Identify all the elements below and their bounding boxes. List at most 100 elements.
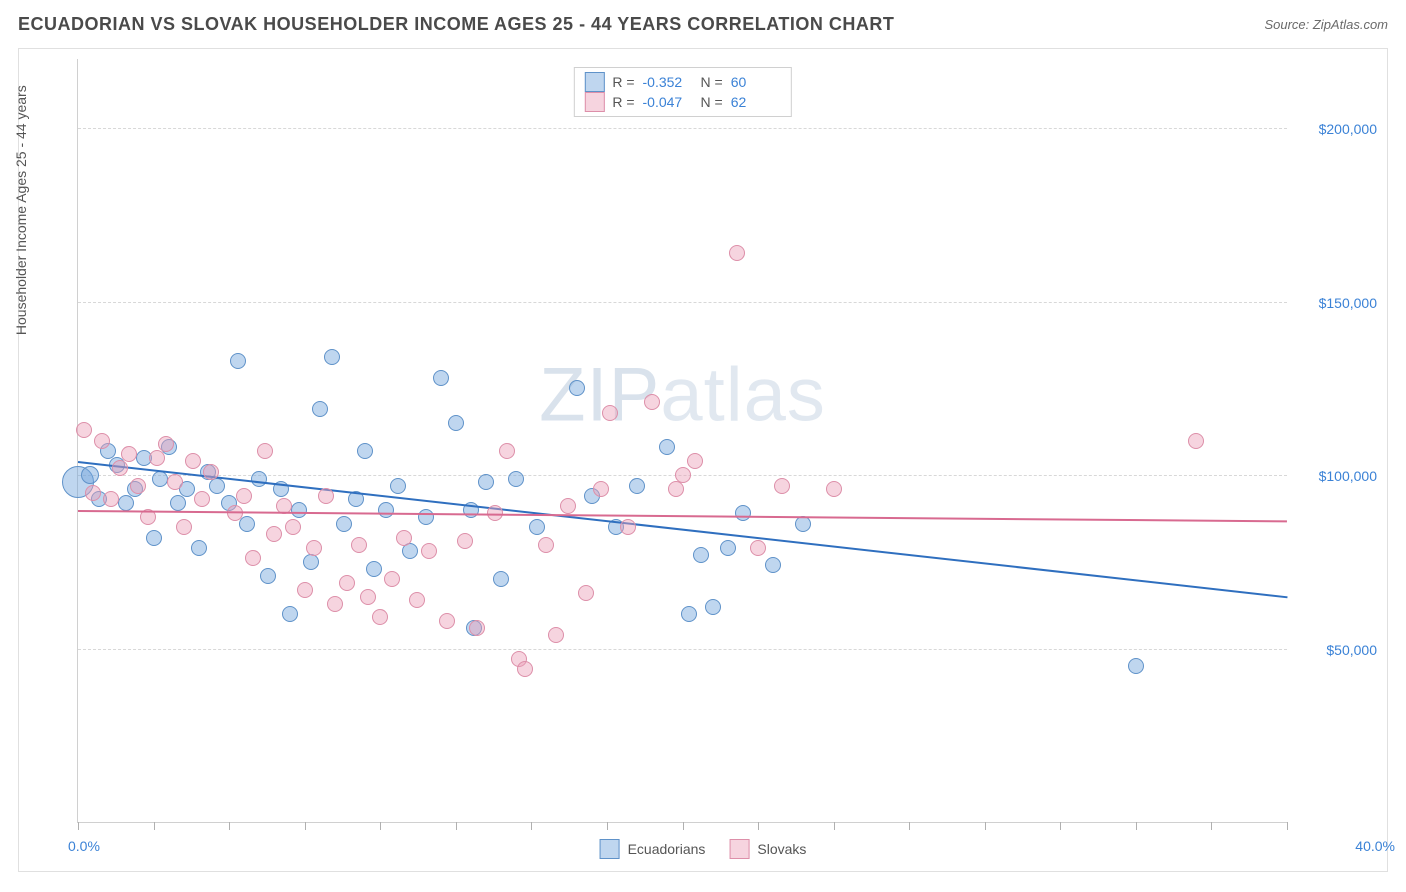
- data-point: [1128, 658, 1144, 674]
- data-point: [774, 478, 790, 494]
- series-legend: Ecuadorians Slovaks: [600, 839, 807, 859]
- data-point: [251, 471, 267, 487]
- data-point: [378, 502, 394, 518]
- data-point: [675, 467, 691, 483]
- data-point: [149, 450, 165, 466]
- data-point: [360, 589, 376, 605]
- data-point: [239, 516, 255, 532]
- data-point: [94, 433, 110, 449]
- data-point: [245, 550, 261, 566]
- data-point: [324, 349, 340, 365]
- data-point: [735, 505, 751, 521]
- watermark: ZIPatlas: [539, 351, 826, 438]
- data-point: [118, 495, 134, 511]
- data-point: [209, 478, 225, 494]
- data-point: [121, 446, 137, 462]
- data-point: [693, 547, 709, 563]
- data-point: [191, 540, 207, 556]
- x-axis-min-label: 0.0%: [68, 838, 100, 854]
- data-point: [357, 443, 373, 459]
- data-point: [593, 481, 609, 497]
- x-tick: [758, 822, 759, 830]
- x-tick: [305, 822, 306, 830]
- data-point: [194, 491, 210, 507]
- data-point: [257, 443, 273, 459]
- data-point: [282, 606, 298, 622]
- data-point: [681, 606, 697, 622]
- data-point: [421, 543, 437, 559]
- data-point: [569, 380, 585, 396]
- y-axis-label: Householder Income Ages 25 - 44 years: [13, 85, 29, 335]
- page-title: ECUADORIAN VS SLOVAK HOUSEHOLDER INCOME …: [18, 14, 894, 35]
- data-point: [336, 516, 352, 532]
- correlation-legend: R = -0.352 N = 60 R = -0.047 N = 62: [573, 67, 791, 117]
- plot-area: ZIPatlas R = -0.352 N = 60 R = -0.047 N …: [77, 59, 1287, 823]
- data-point: [659, 439, 675, 455]
- y-tick-label: $50,000: [1326, 642, 1377, 658]
- data-point: [602, 405, 618, 421]
- data-point: [306, 540, 322, 556]
- legend-label: R =: [612, 94, 634, 110]
- gridline: $50,000: [78, 649, 1287, 650]
- data-point: [548, 627, 564, 643]
- data-point: [291, 502, 307, 518]
- data-point: [85, 485, 101, 501]
- data-point: [339, 575, 355, 591]
- data-point: [130, 478, 146, 494]
- x-tick: [531, 822, 532, 830]
- legend-item: Ecuadorians: [600, 839, 706, 859]
- x-tick: [1136, 822, 1137, 830]
- data-point: [396, 530, 412, 546]
- data-point: [384, 571, 400, 587]
- legend-value: 60: [731, 74, 781, 90]
- data-point: [418, 509, 434, 525]
- data-point: [529, 519, 545, 535]
- data-point: [81, 466, 99, 484]
- data-point: [170, 495, 186, 511]
- data-point: [390, 478, 406, 494]
- y-tick-label: $100,000: [1319, 468, 1377, 484]
- data-point: [457, 533, 473, 549]
- data-point: [668, 481, 684, 497]
- swatch-icon: [600, 839, 620, 859]
- legend-label: R =: [612, 74, 634, 90]
- data-point: [327, 596, 343, 612]
- data-point: [729, 245, 745, 261]
- data-point: [260, 568, 276, 584]
- data-point: [112, 460, 128, 476]
- data-point: [560, 498, 576, 514]
- data-point: [152, 471, 168, 487]
- data-point: [230, 353, 246, 369]
- x-tick: [985, 822, 986, 830]
- x-tick: [683, 822, 684, 830]
- data-point: [351, 537, 367, 553]
- data-point: [493, 571, 509, 587]
- data-point: [826, 481, 842, 497]
- data-point: [644, 394, 660, 410]
- x-tick: [834, 822, 835, 830]
- data-point: [705, 599, 721, 615]
- data-point: [185, 453, 201, 469]
- legend-label: N =: [701, 94, 723, 110]
- legend-item-label: Ecuadorians: [628, 841, 706, 857]
- x-tick: [1287, 822, 1288, 830]
- data-point: [176, 519, 192, 535]
- data-point: [167, 474, 183, 490]
- data-point: [409, 592, 425, 608]
- legend-value: -0.047: [643, 94, 693, 110]
- x-tick: [229, 822, 230, 830]
- x-tick: [1211, 822, 1212, 830]
- data-point: [439, 613, 455, 629]
- data-point: [297, 582, 313, 598]
- data-point: [469, 620, 485, 636]
- data-point: [750, 540, 766, 556]
- data-point: [720, 540, 736, 556]
- source-label: Source: ZipAtlas.com: [1264, 17, 1388, 32]
- data-point: [578, 585, 594, 601]
- legend-label: N =: [701, 74, 723, 90]
- legend-row: R = -0.352 N = 60: [584, 72, 780, 92]
- data-point: [303, 554, 319, 570]
- data-point: [203, 464, 219, 480]
- data-point: [629, 478, 645, 494]
- data-point: [372, 609, 388, 625]
